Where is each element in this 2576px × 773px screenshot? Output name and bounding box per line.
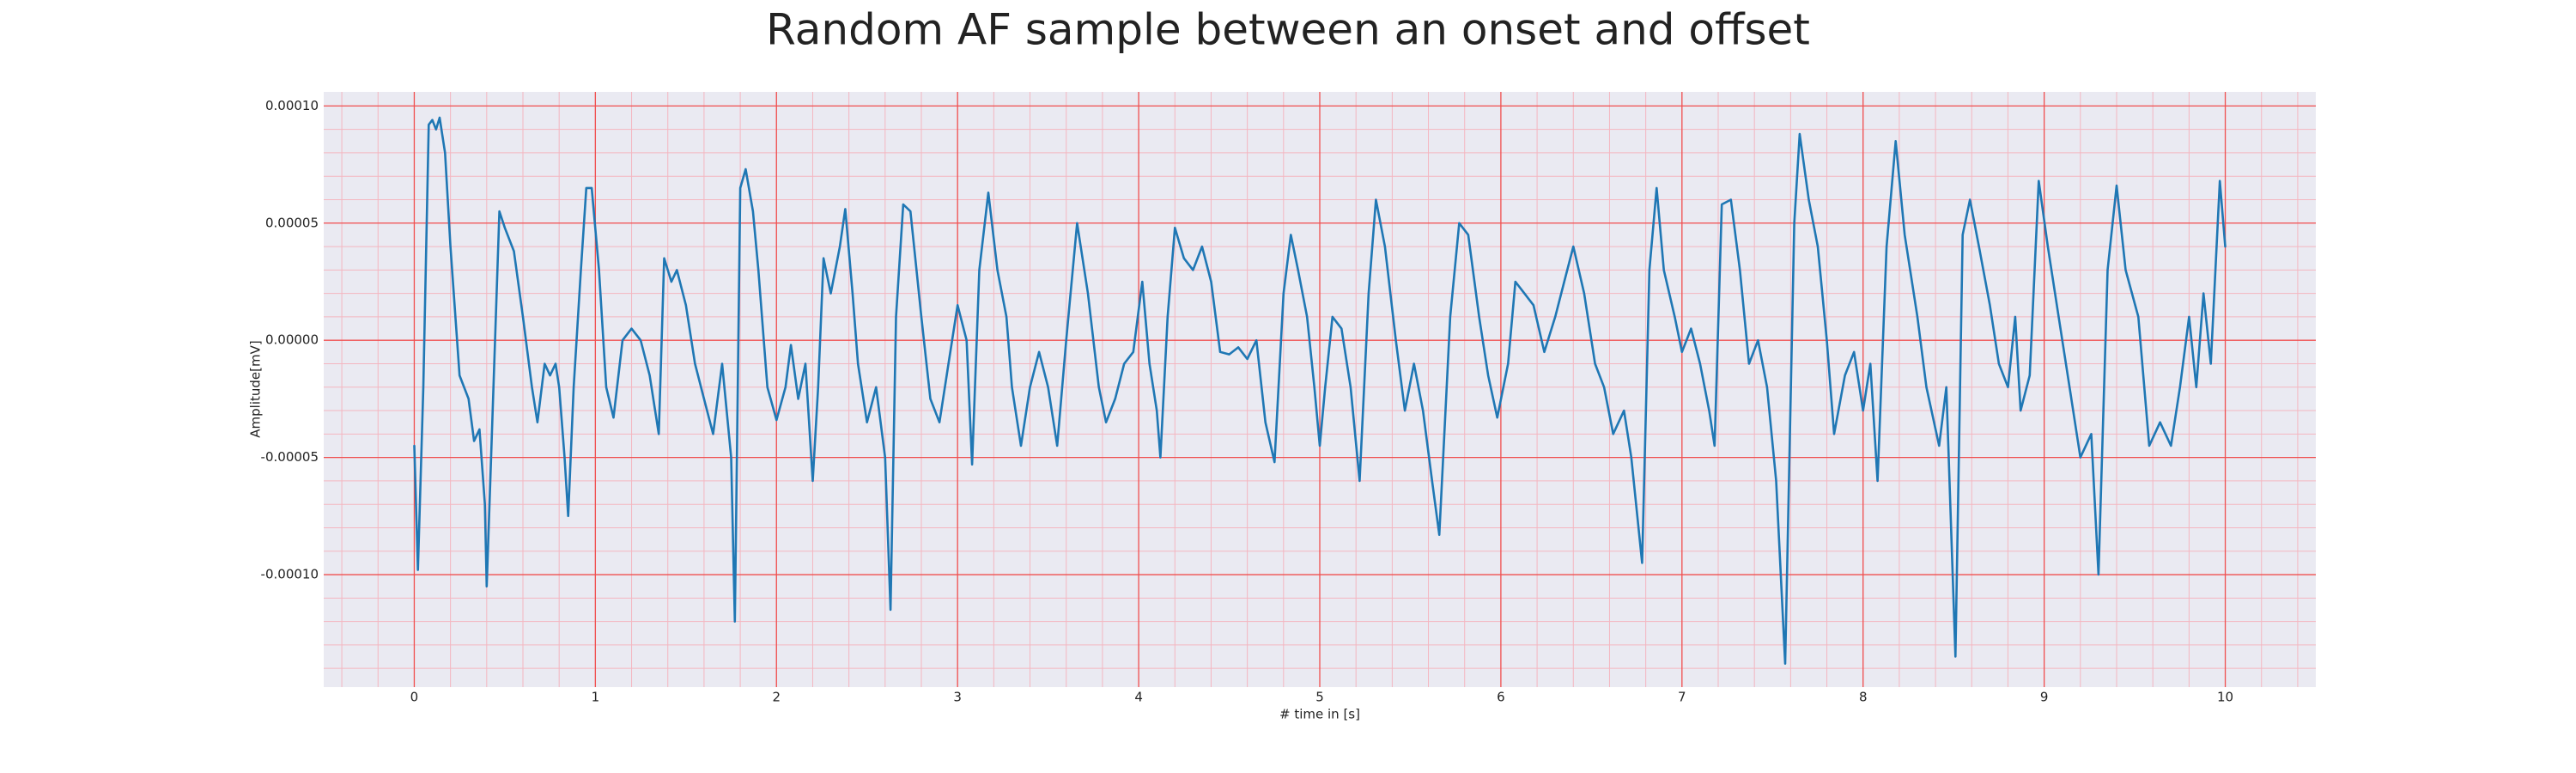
x-tick-label: 10	[2217, 690, 2233, 705]
y-tick-label: -0.00010	[261, 567, 319, 582]
grid	[324, 92, 2316, 687]
chart-title: Random AF sample between an onset and of…	[766, 5, 1810, 55]
y-axis-label: Amplitude[mV]	[248, 340, 264, 437]
x-tick-label: 5	[1315, 690, 1324, 705]
y-tick-label: -0.00005	[261, 449, 319, 465]
x-tick-label: 0	[410, 690, 419, 705]
x-tick-label: 8	[1859, 690, 1868, 705]
x-tick-label: 9	[2040, 690, 2049, 705]
y-tick-label: 0.00005	[265, 215, 319, 230]
x-tick-label: 7	[1678, 690, 1686, 705]
signal-line	[413, 116, 2227, 665]
y-tick-label: 0.00000	[265, 332, 319, 348]
x-tick-label: 6	[1497, 690, 1505, 705]
x-tick-label: 3	[953, 690, 962, 705]
y-tick-label: 0.00010	[265, 98, 319, 113]
x-tick-label: 2	[772, 690, 781, 705]
x-tick-label: 1	[592, 690, 600, 705]
x-tick-label: 4	[1134, 690, 1143, 705]
x-axis-label: # time in [s]	[1279, 707, 1360, 722]
